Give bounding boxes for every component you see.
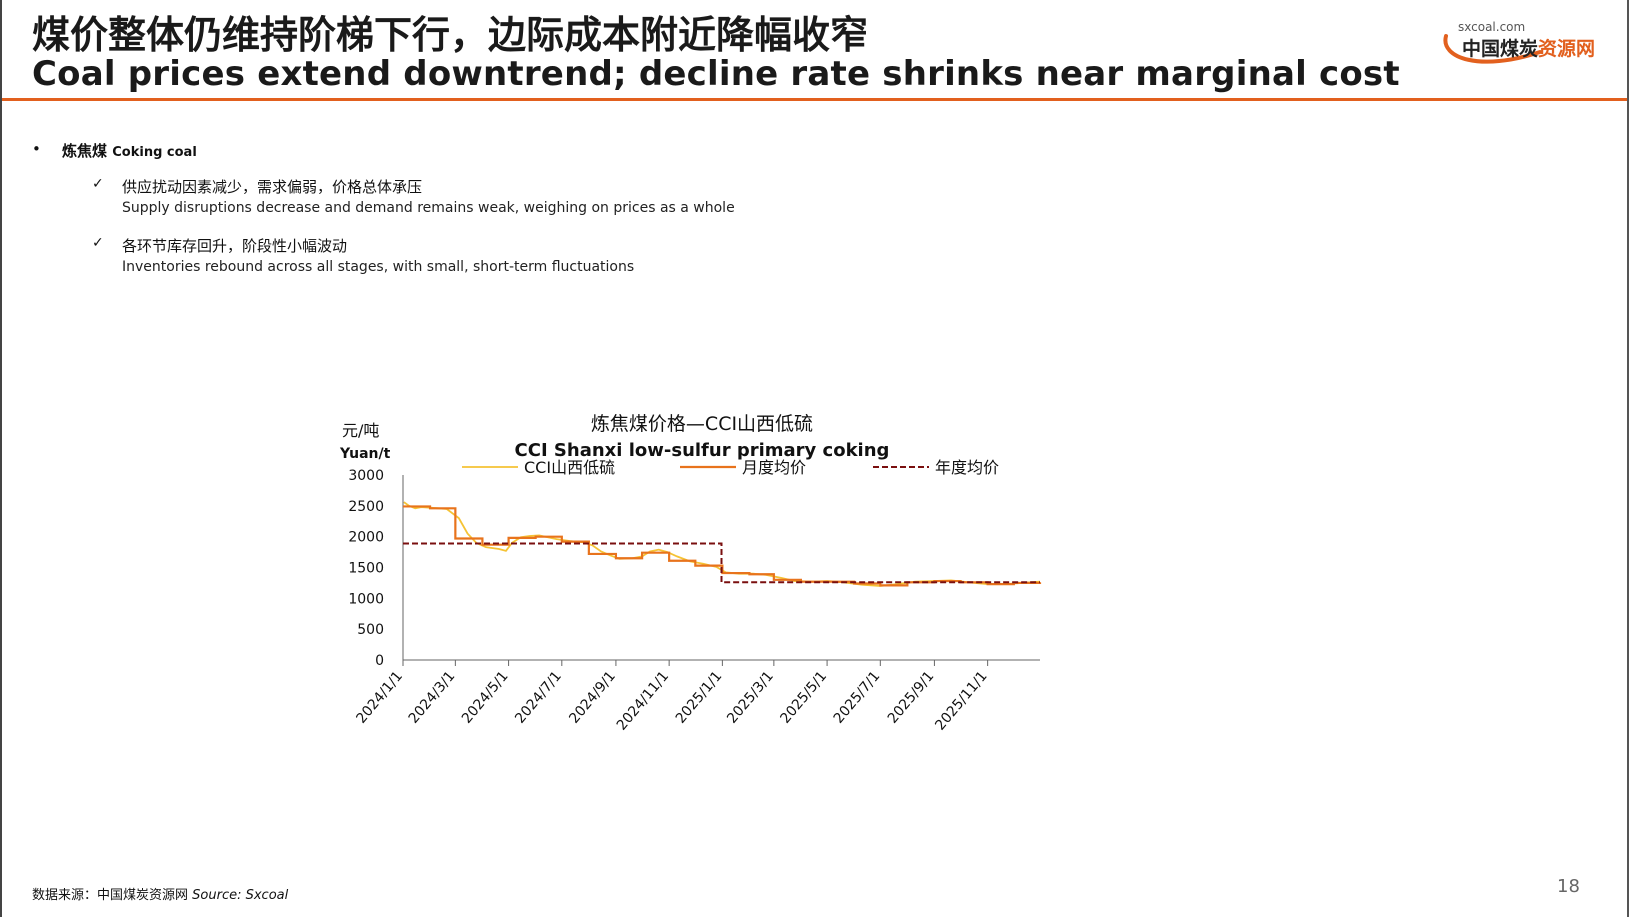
- y-tick-label: 500: [357, 622, 384, 638]
- y-tick-label: 0: [375, 653, 384, 669]
- logo-swoosh-icon: [1443, 34, 1542, 64]
- x-tick-label: 2025/5/1: [777, 668, 830, 726]
- legend-label-2: 月度均价: [742, 458, 806, 477]
- x-tick-label: 2024/3/1: [406, 668, 459, 726]
- coking-coal-price-chart: 炼焦煤价格—CCI山西低硫 CCI Shanxi low-sulfur prim…: [330, 410, 1090, 780]
- point-1-cn: 供应扰动因素减少，需求偏弱，价格总体承压: [122, 178, 423, 196]
- bullet-dot-icon: •: [32, 140, 41, 158]
- y-axis-unit-cn: 元/吨: [342, 421, 379, 440]
- slide-title-en: Coal prices extend downtrend; decline ra…: [32, 54, 1400, 94]
- y-axis-unit-en: Yuan/t: [339, 446, 391, 462]
- logo-url: sxcoal.com: [1458, 20, 1526, 34]
- logo-text-accent: 资源网: [1538, 38, 1596, 60]
- y-tick-label: 1500: [348, 561, 384, 577]
- point-2-en: Inventories rebound across all stages, w…: [122, 259, 635, 275]
- data-source: 数据来源：中国煤炭资源网 Source: Sxcoal: [32, 884, 288, 903]
- y-tick-label: 3000: [348, 468, 384, 484]
- x-tick-label: 2024/7/1: [512, 668, 565, 726]
- series-line-3: [403, 542, 1040, 584]
- x-tick-label: 2024/11/1: [614, 668, 672, 733]
- right-frame-border: [1627, 0, 1629, 917]
- chart-legend: CCI山西低硫 月度均价 年度均价: [462, 458, 999, 477]
- page-number: 18: [1557, 876, 1580, 897]
- legend-label-1: CCI山西低硫: [524, 458, 615, 477]
- x-tick-label: 2025/1/1: [673, 668, 726, 726]
- source-cn: 数据来源：中国煤炭资源网: [32, 888, 189, 903]
- logo-text: 中国煤炭资源网: [1462, 34, 1595, 61]
- y-tick-label: 1000: [348, 591, 384, 607]
- checkmark-icon: ✓: [92, 235, 104, 251]
- source-en: Source: Sxcoal: [192, 888, 289, 903]
- x-tick-label: 2025/3/1: [724, 668, 777, 726]
- x-tick-label: 2025/7/1: [831, 668, 884, 726]
- bullet-label-cn: 炼焦煤: [62, 142, 108, 160]
- bullet-label-en: Coking coal: [112, 145, 197, 160]
- legend-label-3: 年度均价: [935, 458, 999, 477]
- x-tick-label: 2025/9/1: [885, 668, 938, 726]
- point-1-en: Supply disruptions decrease and demand r…: [122, 200, 735, 216]
- chart-title: 炼焦煤价格—CCI山西低硫: [591, 413, 813, 435]
- chart-svg: 炼焦煤价格—CCI山西低硫 CCI Shanxi low-sulfur prim…: [339, 413, 1042, 734]
- point-2-cn: 各环节库存回升，阶段性小幅波动: [122, 237, 348, 255]
- chart-series: [403, 501, 1042, 587]
- y-axis: 0 500 1000 1500 2000 2500 3000: [348, 468, 404, 669]
- x-tick-label: 2024/1/1: [353, 668, 406, 726]
- checkmark-icon: ✓: [92, 176, 104, 192]
- x-tick-label: 2024/5/1: [459, 668, 512, 726]
- y-tick-label: 2000: [348, 530, 384, 546]
- x-tick-label: 2025/11/1: [932, 668, 990, 733]
- chart-subtitle: CCI Shanxi low-sulfur primary coking: [515, 440, 890, 461]
- logo-text-main: 中国煤炭: [1462, 38, 1539, 60]
- y-tick-label: 2500: [348, 499, 384, 515]
- sxcoal-logo: sxcoal.com 中国煤炭资源网: [1440, 20, 1620, 70]
- title-divider: [2, 98, 1627, 101]
- x-tick-label: 2024/9/1: [566, 668, 619, 726]
- slide-title-cn: 煤价整体仍维持阶梯下行，边际成本附近降幅收窄: [32, 13, 869, 57]
- x-axis: 2024/1/1 2024/3/1 2024/5/1 2024/7/1 2024/9/1…: [353, 659, 1040, 734]
- left-frame-border: [0, 0, 2, 917]
